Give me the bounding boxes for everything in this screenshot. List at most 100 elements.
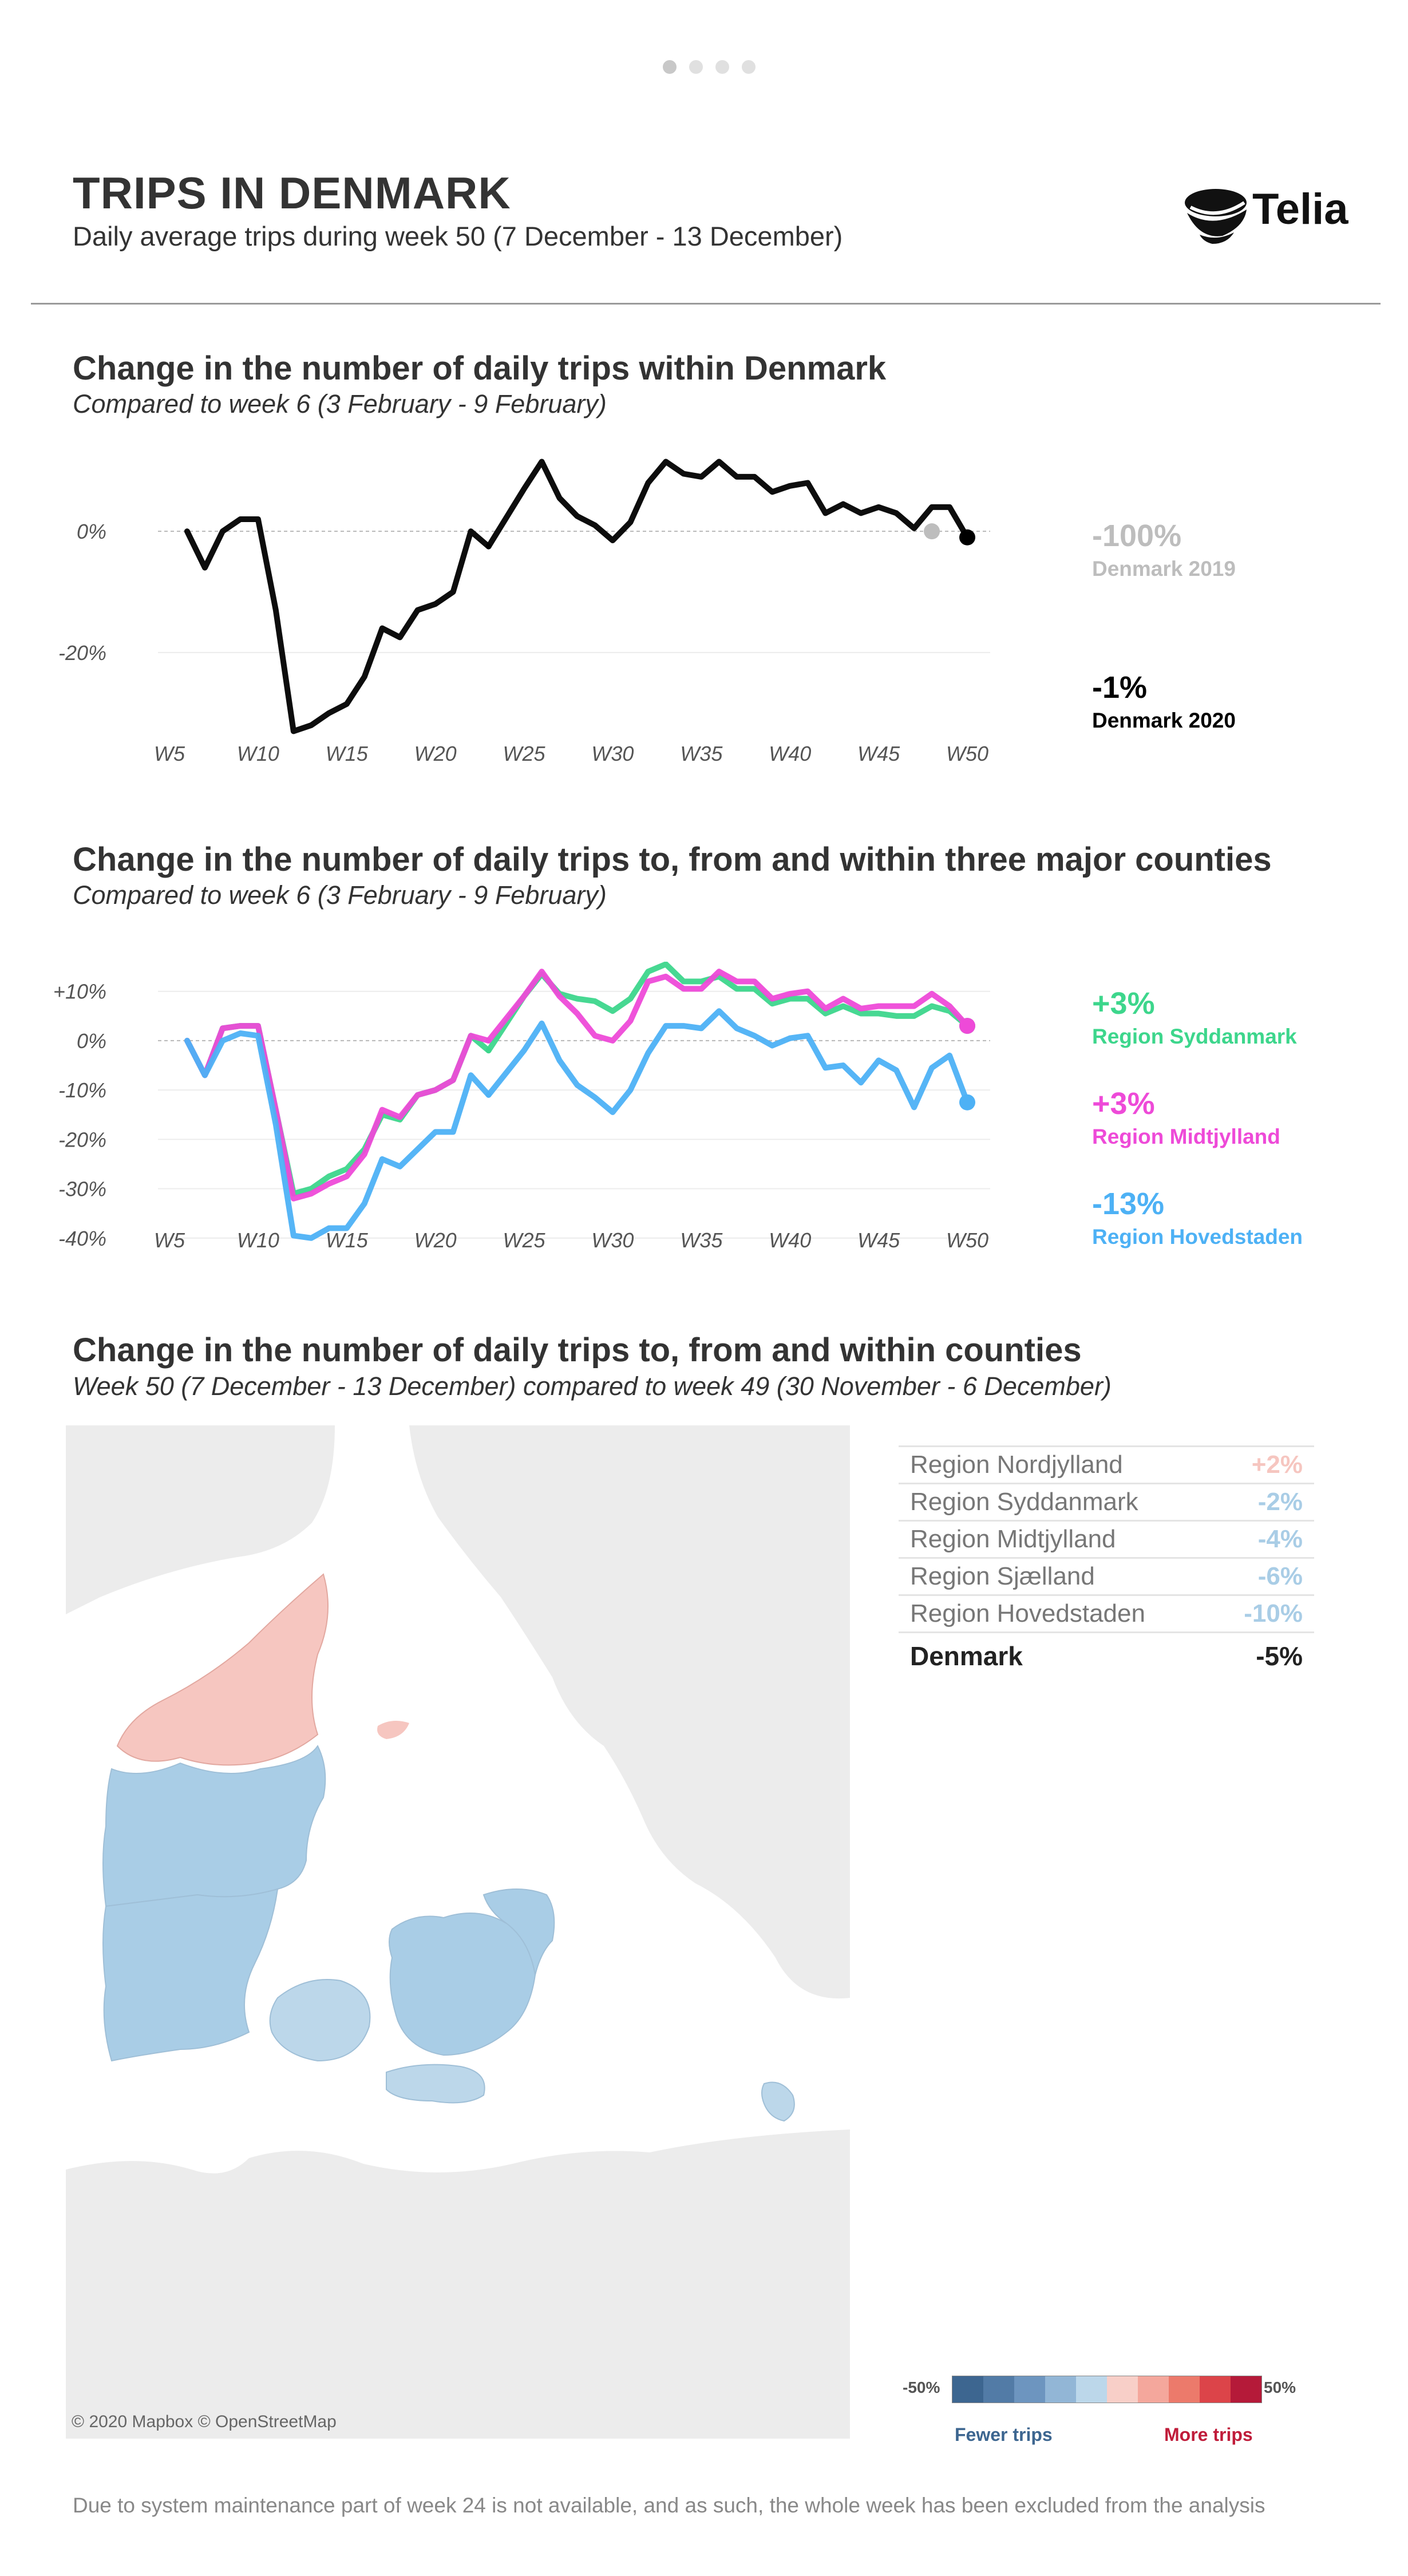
legend-label: Region Midtjylland	[1092, 1125, 1280, 1148]
series-end-point	[924, 523, 940, 540]
region-name: Region Hovedstaden	[899, 1594, 1213, 1633]
region-table: Region Nordjylland +2% Region Syddanmark…	[899, 1445, 1314, 1679]
x-tick-label: W15	[326, 742, 369, 765]
region-nordjylland[interactable]	[116, 1573, 329, 1766]
total-value: -5%	[1213, 1631, 1314, 1679]
series-line	[184, 1023, 492, 1202]
scale-swatch	[1169, 2376, 1200, 2403]
island-lolland	[386, 2064, 485, 2104]
x-tick-label: W50	[946, 742, 988, 765]
denmark-map[interactable]: © 2020 Mapbox © OpenStreetMap	[66, 1425, 850, 2439]
x-tick-label: W20	[414, 742, 457, 765]
map-credit: © 2020 Mapbox © OpenStreetMap	[72, 2412, 337, 2431]
y-tick-label: -40%	[58, 1227, 106, 1250]
table-row: Region Midtjylland -4%	[899, 1520, 1314, 1558]
legend-value: +3%	[1092, 986, 1155, 1021]
region-value: -2%	[1213, 1483, 1314, 1521]
table-row-total: Denmark -5%	[899, 1631, 1314, 1679]
scale-min-label: -50%	[903, 2379, 940, 2396]
y-tick-label: 0%	[77, 520, 106, 543]
page-dot[interactable]	[742, 60, 756, 74]
legend-value: -1%	[1092, 670, 1148, 705]
total-name: Denmark	[899, 1631, 1213, 1679]
legend-midtjylland: +3% Region Midtjylland	[1092, 1086, 1280, 1149]
series-line	[485, 1008, 970, 1115]
page-subtitle: Daily average trips during week 50 (7 De…	[73, 221, 843, 251]
table-row: Region Nordjylland +2%	[899, 1445, 1314, 1484]
region-midtjylland[interactable]	[102, 1745, 326, 1907]
y-tick-label: -30%	[58, 1178, 106, 1201]
page-dot[interactable]	[663, 60, 677, 74]
section3-subtitle: Week 50 (7 December - 13 December) compa…	[73, 1372, 1112, 1401]
scale-swatch	[1200, 2376, 1231, 2403]
header-divider	[31, 303, 1381, 305]
x-tick-label: W40	[769, 742, 811, 765]
section1-title: Change in the number of daily trips with…	[73, 350, 887, 387]
table-row: Region Syddanmark -2%	[899, 1483, 1314, 1521]
y-tick-label: -10%	[58, 1078, 106, 1102]
x-tick-label: W25	[503, 1228, 546, 1252]
island-laeso	[377, 1721, 409, 1739]
scale-swatch	[952, 2376, 983, 2403]
region-name: Region Syddanmark	[899, 1483, 1213, 1521]
land-norway	[66, 1425, 335, 1614]
x-tick-label: W20	[414, 1228, 457, 1252]
series-end-point	[959, 529, 975, 546]
x-tick-label: W5	[154, 1228, 185, 1252]
page-title: TRIPS IN DENMARK	[73, 168, 511, 218]
x-tick-label: W35	[680, 1228, 723, 1252]
legend-denmark-2019: -100% Denmark 2019	[1092, 518, 1236, 581]
series-line	[184, 516, 492, 734]
region-value: -4%	[1213, 1520, 1314, 1558]
legend-label: Region Syddanmark	[1092, 1025, 1297, 1048]
region-name: Region Midtjylland	[899, 1520, 1213, 1558]
x-tick-label: W35	[680, 742, 723, 765]
series-line	[485, 969, 970, 1044]
series-line	[485, 962, 970, 1054]
more-trips-label: More trips	[1164, 2424, 1253, 2445]
series-line	[184, 1023, 492, 1197]
scale-swatch	[1107, 2376, 1138, 2403]
chart-three-counties: +10% 0% -10% -20% -30% -40% W5 W10 W15 W20 W25 W30 W…	[53, 962, 990, 1252]
legend-value: -100%	[1092, 519, 1182, 553]
region-syddanmark[interactable]	[102, 1888, 279, 2062]
region-sjaelland[interactable]	[389, 1913, 537, 2056]
x-tick-label: W5	[154, 742, 185, 765]
island-funen	[269, 1979, 371, 2062]
region-name: Region Sjælland	[899, 1557, 1213, 1595]
y-tick-label: -20%	[58, 641, 106, 665]
fewer-trips-label: Fewer trips	[955, 2424, 1053, 2445]
page-dot[interactable]	[689, 60, 703, 74]
x-tick-label: W10	[237, 742, 279, 765]
page-indicator[interactable]	[663, 60, 756, 74]
legend-value: +3%	[1092, 1086, 1155, 1121]
x-tick-label: W25	[503, 742, 546, 765]
region-value: +2%	[1213, 1445, 1314, 1484]
region-hovedstaden[interactable]	[482, 1888, 555, 1976]
brand-name: Telia	[1252, 185, 1348, 234]
series-end-point	[959, 1018, 975, 1034]
x-tick-label: W50	[946, 1228, 988, 1252]
region-value: -6%	[1213, 1557, 1314, 1595]
scale-swatch	[1231, 2376, 1261, 2403]
legend-label: Region Hovedstaden	[1092, 1225, 1303, 1249]
legend-label: Denmark 2020	[1092, 709, 1236, 732]
y-tick-label: 0%	[77, 1029, 106, 1053]
legend-hovedstaden: -13% Region Hovedstaden	[1092, 1186, 1303, 1249]
section2-subtitle: Compared to week 6 (3 February - 9 Febru…	[73, 880, 607, 910]
land-germany	[66, 2129, 850, 2439]
section1-subtitle: Compared to week 6 (3 February - 9 Febru…	[73, 389, 607, 418]
region-name: Region Nordjylland	[899, 1445, 1213, 1484]
table-row: Region Sjælland -6%	[899, 1557, 1314, 1595]
section3-title: Change in the number of daily trips to, …	[73, 1332, 1082, 1369]
scale-swatch	[1045, 2376, 1076, 2403]
y-tick-label: -20%	[58, 1128, 106, 1151]
island-bornholm	[761, 2081, 795, 2122]
x-tick-label: W30	[591, 1228, 634, 1252]
telia-logo-icon	[1185, 189, 1247, 244]
scale-swatch	[1076, 2376, 1107, 2403]
legend-value: -13%	[1092, 1187, 1165, 1221]
page-dot[interactable]	[715, 60, 729, 74]
region-value: -10%	[1213, 1594, 1314, 1633]
section2-title: Change in the number of daily trips to, …	[73, 841, 1272, 878]
